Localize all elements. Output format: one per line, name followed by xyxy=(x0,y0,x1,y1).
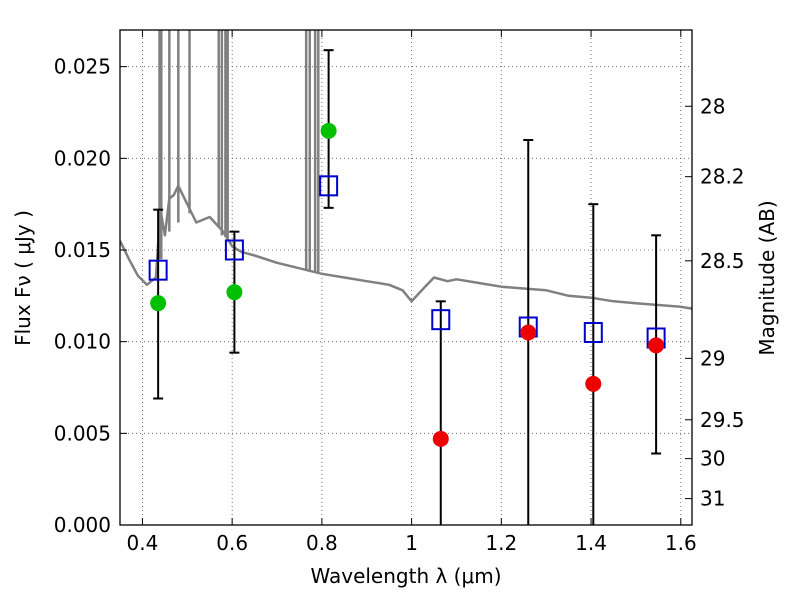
right-tick-label: 29 xyxy=(700,346,725,370)
y-tick-label: 0.020 xyxy=(54,146,111,170)
right-axis-label: Magnitude (AB) xyxy=(755,200,779,355)
y-tick-label: 0.025 xyxy=(54,55,111,79)
right-tick-label: 28.2 xyxy=(700,165,745,189)
x-tick-label: 0.8 xyxy=(306,531,338,555)
upper-limit-point xyxy=(520,324,537,341)
x-tick-label: 1.4 xyxy=(575,531,607,555)
y-tick-label: 0.010 xyxy=(54,330,111,354)
right-tick-label: 28.5 xyxy=(700,249,745,273)
upper-limit-point xyxy=(648,337,665,354)
x-tick-label: 1 xyxy=(405,531,418,555)
y-axis-label: Flux Fν ( μJy ) xyxy=(11,210,35,346)
x-axis-label: Wavelength λ (μm) xyxy=(310,564,501,588)
ticks: 0.4 0.6 0.8 1 1.2 1.4 1.6 0.000 0.005 0.010 0.015 0… xyxy=(54,30,745,555)
model-point xyxy=(319,175,339,197)
model-point xyxy=(224,239,244,261)
y-tick-label: 0.000 xyxy=(54,513,111,537)
right-tick-label: 31 xyxy=(700,487,725,511)
x-tick-label: 1.2 xyxy=(485,531,517,555)
model-point xyxy=(431,309,451,331)
x-tick-label: 0.4 xyxy=(127,531,159,555)
detection-point xyxy=(226,284,243,301)
upper-limit-point xyxy=(432,430,449,447)
right-tick-label: 29.5 xyxy=(700,408,745,432)
y-tick-label: 0.005 xyxy=(54,421,111,445)
upper-limit-point xyxy=(585,375,602,392)
plot-frame xyxy=(119,29,693,526)
x-tick-label: 0.6 xyxy=(216,531,248,555)
model-point xyxy=(148,259,168,281)
right-tick-label: 30 xyxy=(700,447,725,471)
right-tick-label: 28 xyxy=(700,94,725,118)
y-tick-label: 0.015 xyxy=(54,238,111,262)
plot-area xyxy=(120,30,692,525)
detection-point xyxy=(320,122,337,139)
detection-point xyxy=(150,295,167,312)
model-point xyxy=(583,322,603,343)
spectrum-line xyxy=(120,184,692,310)
grid xyxy=(120,30,692,526)
x-tick-label: 1.6 xyxy=(665,531,697,555)
